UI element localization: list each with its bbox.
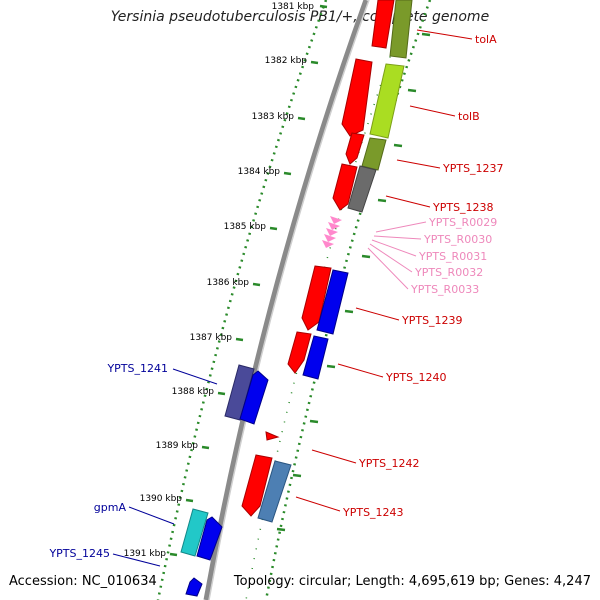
- label-tolB[interactable]: tolB: [458, 110, 480, 123]
- kbp-tick-1389: [201, 445, 210, 450]
- gene-tolA-arrow[interactable]: [371, 0, 395, 49]
- rna-YPTS_R0030-marker[interactable]: [328, 222, 340, 230]
- kbp-tick-1391: [169, 552, 178, 557]
- gene-YPTS_1240-cog[interactable]: [302, 335, 329, 380]
- label-YPTS_R0031[interactable]: YPTS_R0031: [418, 250, 487, 263]
- accession-text: Accession: NC_010634: [9, 574, 157, 589]
- gene-YPTS_1241-cog[interactable]: [224, 364, 255, 421]
- rna-YPTS_R0033-marker[interactable]: [322, 240, 334, 248]
- rna-YPTS_R0032-marker[interactable]: [324, 234, 336, 242]
- gene-YPTS_1243-arrow[interactable]: [241, 454, 273, 517]
- cog-box-YPTS_1238: [347, 165, 377, 213]
- rna-YPTS_R0029-marker[interactable]: [330, 216, 342, 224]
- kbp-tick-1382: [310, 60, 319, 65]
- gene-YPTS_1239-cog[interactable]: [316, 269, 349, 335]
- gene-tolB-arrow[interactable]: [341, 58, 373, 137]
- kbp-label-1391: 1391 kbp: [124, 549, 167, 559]
- label-YPTS_1245[interactable]: YPTS_1245: [48, 547, 110, 560]
- label-tolA[interactable]: tolA: [475, 33, 497, 46]
- kbp-tick-1384: [283, 171, 292, 176]
- kbp-tick-1385: [269, 226, 278, 231]
- label-YPTS_1238[interactable]: YPTS_1238: [432, 201, 494, 214]
- rna-YPTS_R0031-marker[interactable]: [326, 228, 338, 236]
- forward-genes: [241, 0, 395, 517]
- kbp-label-1381: 1381 kbp: [272, 2, 315, 12]
- label-YPTS_R0029[interactable]: YPTS_R0029: [428, 216, 497, 229]
- kbp-label-1388: 1388 kbp: [172, 387, 215, 397]
- cog-box-YPTS_1237: [361, 137, 387, 171]
- left-genes: [180, 364, 269, 597]
- gene-YPTS_1243-cog[interactable]: [257, 460, 292, 523]
- label-YPTS_1239[interactable]: YPTS_1239: [401, 314, 463, 327]
- gene-YPTS_1238-arrow[interactable]: [332, 163, 358, 211]
- cog-box-tolA: [389, 0, 413, 59]
- kbp-axis: 1381 kbp 1382 kbp 1383 kbp 1384 kbp 1385…: [124, 2, 328, 559]
- gene-YPTS_1237-arrow[interactable]: [345, 132, 365, 165]
- gene-YPTS_1242-arrow[interactable]: [265, 431, 280, 441]
- left-leader-lines: [112, 368, 218, 567]
- left-gene-labels: YPTS_1241 gpmA YPTS_1245: [48, 362, 168, 560]
- label-YPTS_R0032[interactable]: YPTS_R0032: [414, 266, 483, 279]
- kbp-tick-1386: [252, 282, 261, 287]
- gene-YPTS_1245-arrow[interactable]: [185, 577, 203, 597]
- label-YPTS_1242[interactable]: YPTS_1242: [358, 457, 420, 470]
- cog-box-tolB: [369, 63, 405, 139]
- gene-gpmA-arrow[interactable]: [196, 516, 223, 561]
- kbp-tick-1387: [235, 337, 244, 342]
- right-leader-lines: [295, 29, 473, 512]
- kbp-label-1389: 1389 kbp: [156, 441, 199, 451]
- kbp-label-1390: 1390 kbp: [140, 494, 183, 504]
- kbp-tick-1381: [319, 4, 328, 9]
- kbp-tick-1390: [185, 498, 194, 503]
- gene-YPTS_1240-arrow[interactable]: [287, 331, 312, 374]
- gene-YPTS_1239-arrow[interactable]: [301, 265, 332, 331]
- right-track-ticks: [276, 32, 431, 532]
- reverse-genes-right: [257, 269, 349, 523]
- cog-genes: [347, 0, 413, 213]
- gene-gpmA-cog[interactable]: [180, 508, 209, 557]
- kbp-label-1384: 1384 kbp: [238, 167, 281, 177]
- kbp-label-1383: 1383 kbp: [252, 112, 295, 122]
- chromosome-backbone: [203, 0, 369, 600]
- rna-leader-lines: [367, 221, 427, 290]
- label-YPTS_1240[interactable]: YPTS_1240: [385, 371, 447, 384]
- kbp-label-1385: 1385 kbp: [224, 222, 267, 232]
- kbp-label-1386: 1386 kbp: [207, 278, 250, 288]
- label-gpmA[interactable]: gpmA: [94, 501, 127, 514]
- topology-text: Topology: circular; Length: 4,695,619 bp…: [233, 574, 591, 589]
- rna-markers: [322, 216, 342, 248]
- gene-YPTS_1241-arrow[interactable]: [239, 370, 269, 425]
- kbp-label-1382: 1382 kbp: [265, 56, 308, 66]
- kbp-label-1387: 1387 kbp: [190, 333, 233, 343]
- kbp-tick-1383: [297, 116, 306, 121]
- label-YPTS_1243[interactable]: YPTS_1243: [342, 506, 404, 519]
- label-YPTS_1241[interactable]: YPTS_1241: [106, 362, 168, 375]
- chromosome-backbone-shadow: [208, 0, 370, 600]
- label-YPTS_R0033[interactable]: YPTS_R0033: [410, 283, 479, 296]
- label-YPTS_1237[interactable]: YPTS_1237: [442, 162, 504, 175]
- label-YPTS_R0030[interactable]: YPTS_R0030: [423, 233, 492, 246]
- kbp-tick-1388: [217, 391, 226, 396]
- right-gene-labels: tolA tolB YPTS_1237 YPTS_1238 YPTS_R0029…: [342, 33, 504, 519]
- kbp-dotted-track: [156, 0, 328, 600]
